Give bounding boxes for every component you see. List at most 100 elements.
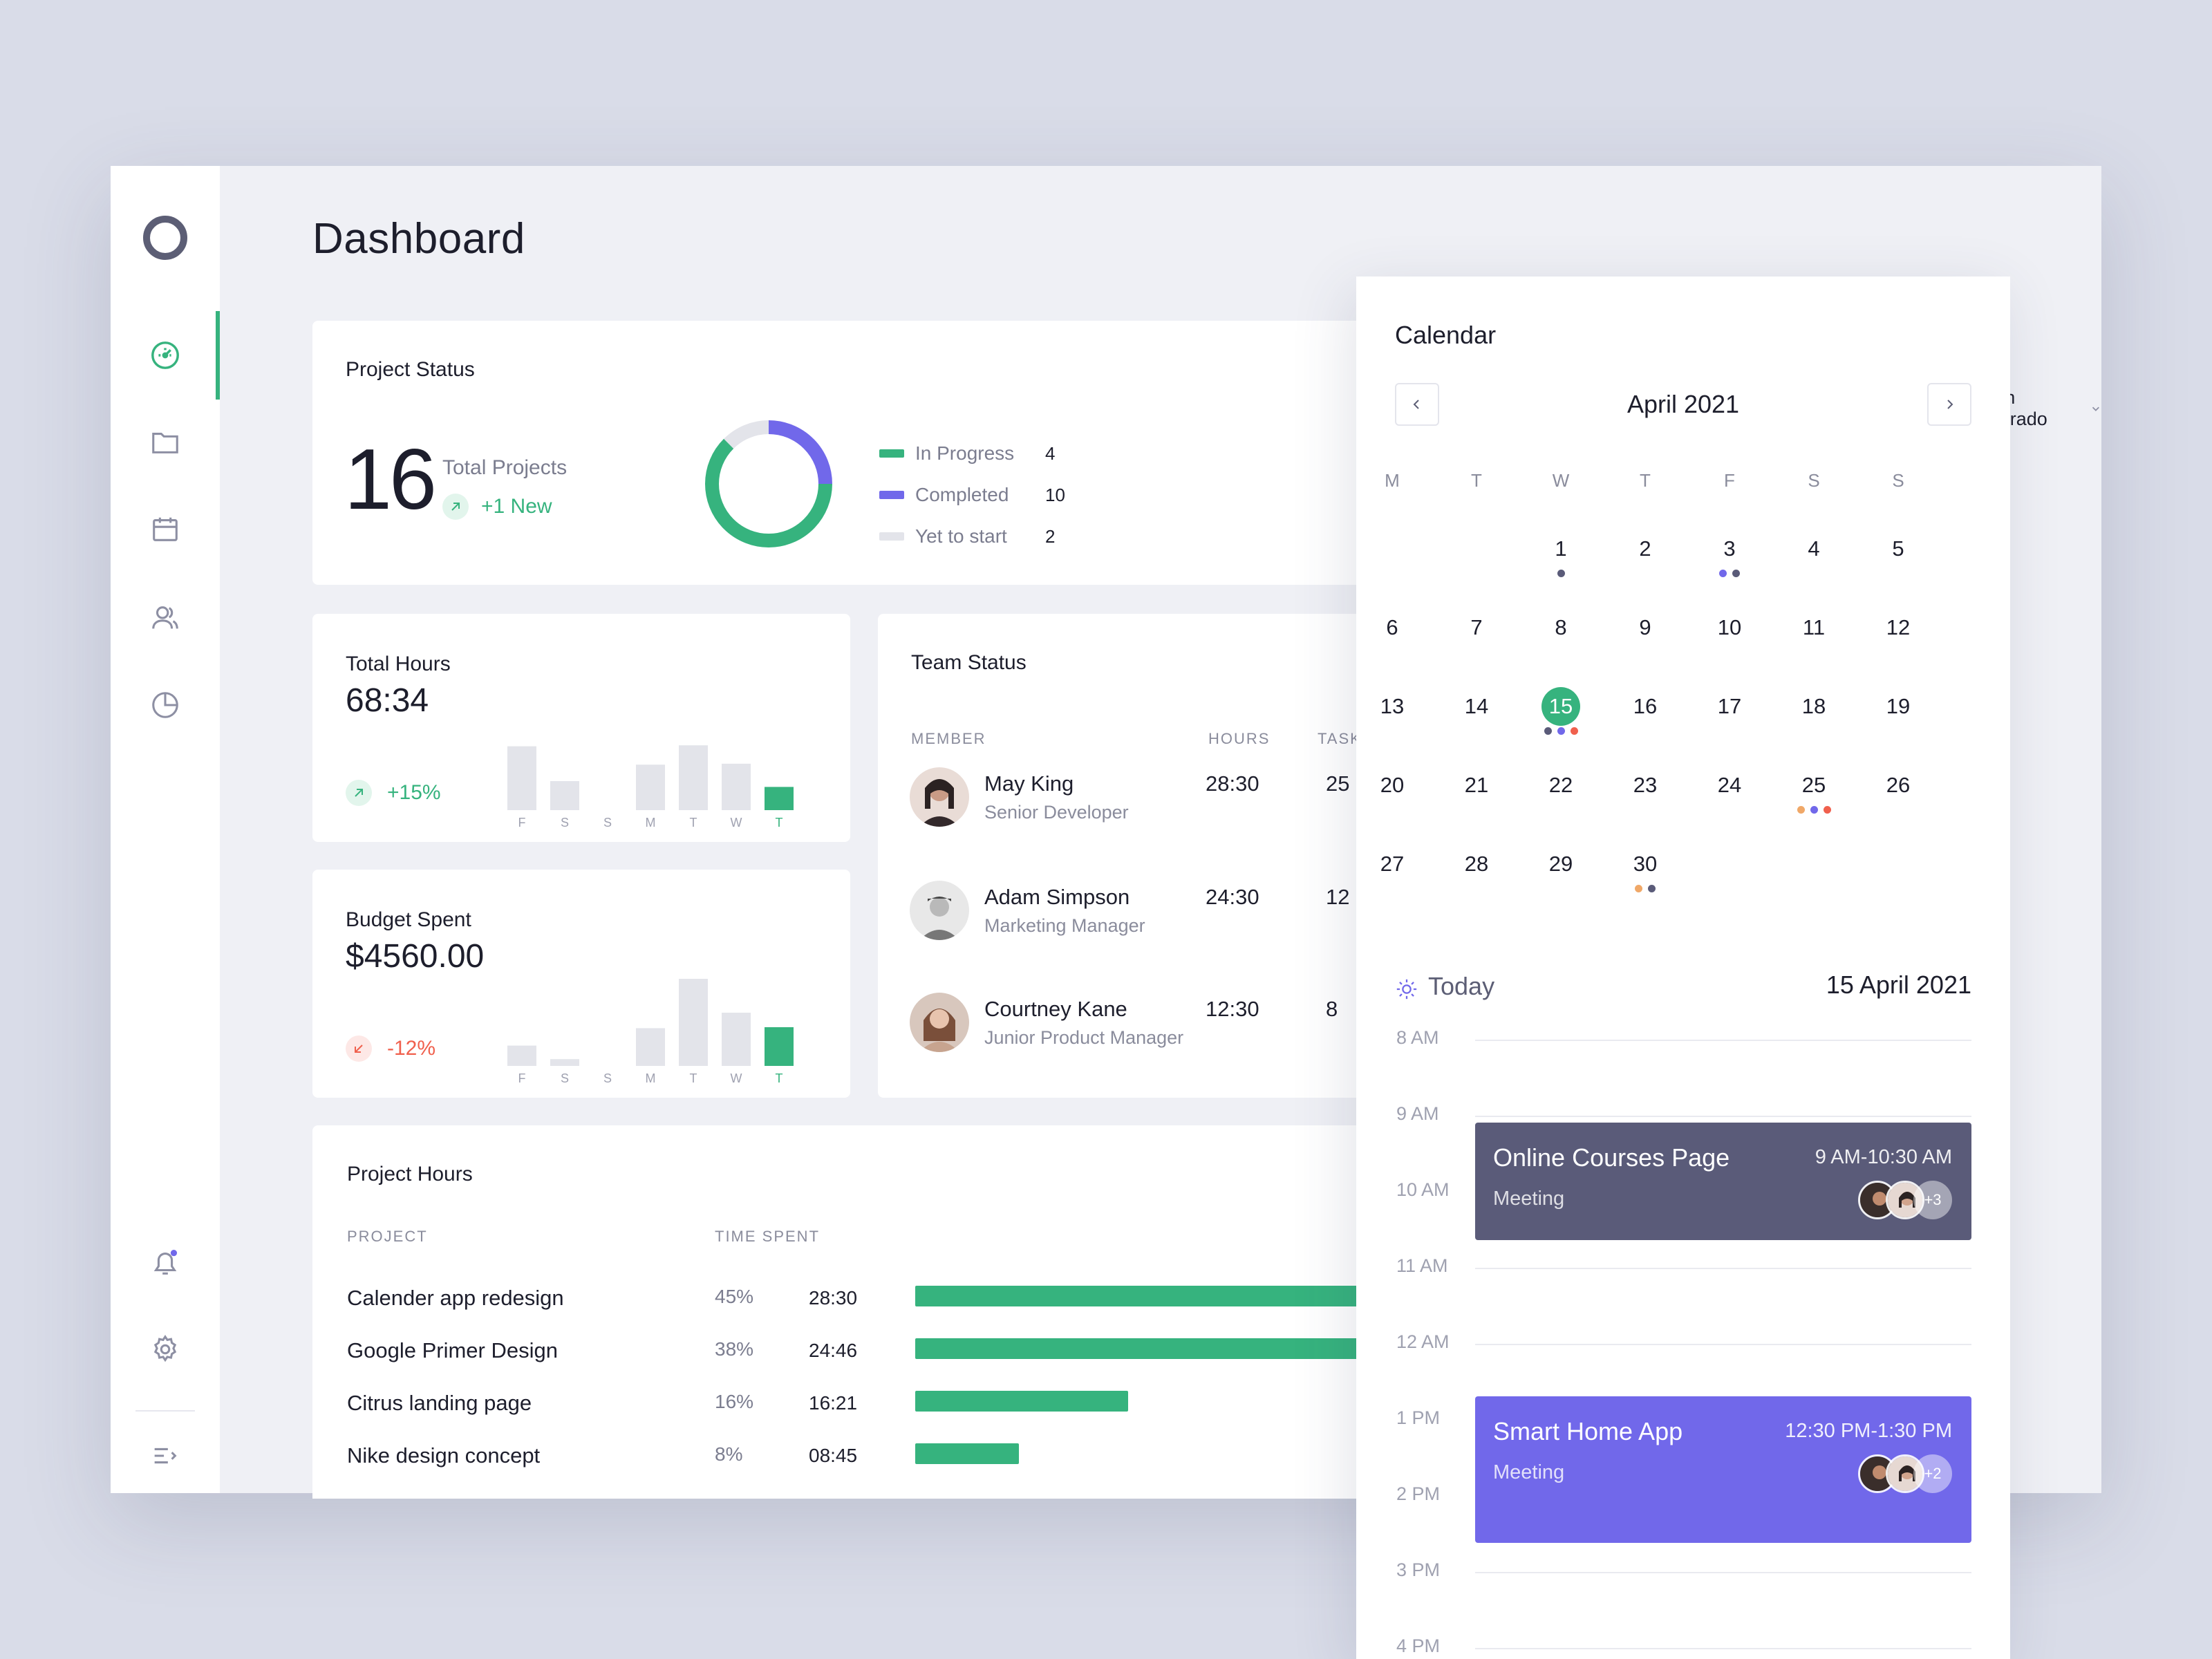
time-slot-label: 10 AM <box>1396 1179 1450 1200</box>
project-hours-bar <box>915 1443 1019 1464</box>
day-number: 10 <box>1717 615 1742 639</box>
today-date: 15 April 2021 <box>1826 971 1971 999</box>
event-dot <box>1810 806 1818 814</box>
event-dot <box>1648 885 1656 892</box>
project-hours-row[interactable]: Citrus landing page 16% 16:21 <box>347 1384 1488 1425</box>
bar <box>679 745 708 810</box>
project-hours-row[interactable]: Nike design concept 8% 08:45 <box>347 1436 1488 1478</box>
calendar-day[interactable]: 10 <box>1695 608 1764 664</box>
calendar-day[interactable]: 26 <box>1864 766 1933 821</box>
calendar-day[interactable]: 25 <box>1779 766 1848 821</box>
calendar-day[interactable]: 4 <box>1779 529 1848 585</box>
donut-segment-in-progress <box>705 420 832 547</box>
sun-icon <box>1396 979 1417 1000</box>
calendar-day[interactable]: 24 <box>1695 766 1764 821</box>
day-number: 26 <box>1886 773 1911 797</box>
calendar-title: Calendar <box>1395 321 1497 349</box>
chevron-down-icon <box>2092 406 2100 411</box>
bar-day-label: T <box>776 1071 783 1084</box>
calendar-day[interactable]: 29 <box>1526 845 1595 900</box>
time-slot-line <box>1475 1648 1971 1649</box>
project-hours-row[interactable]: Calender app redesign 45% 28:30 <box>347 1279 1524 1320</box>
event-dot <box>1719 570 1727 577</box>
sidebar-collapse-button[interactable] <box>111 1412 220 1500</box>
calendar-day[interactable]: 22 <box>1526 766 1595 821</box>
calendar-day[interactable]: 8 <box>1526 608 1595 664</box>
weekday-label: T <box>1640 470 1651 491</box>
calendar-day[interactable]: 20 <box>1358 766 1427 821</box>
day-number: 19 <box>1886 694 1911 718</box>
calendar-event-online-courses[interactable]: Online Courses Page 9 AM-10:30 AM Meetin… <box>1475 1123 1971 1240</box>
sidebar-item-notifications[interactable] <box>111 1218 220 1306</box>
bar <box>679 979 708 1066</box>
calendar-day[interactable]: 15 <box>1526 687 1595 742</box>
weekday-label: M <box>1385 470 1400 491</box>
calendar-day[interactable]: 14 <box>1442 687 1511 742</box>
day-number: 5 <box>1892 536 1904 561</box>
bar <box>550 1059 579 1066</box>
project-time: 28:30 <box>809 1287 858 1309</box>
next-month-button[interactable] <box>1927 383 1971 426</box>
calendar-day[interactable]: 7 <box>1442 608 1511 664</box>
sidebar-item-reports[interactable] <box>111 661 220 749</box>
bar-day-label: S <box>603 1071 612 1084</box>
member-hours: 28:30 <box>1206 771 1259 796</box>
avatar <box>1886 1181 1924 1219</box>
arrow-down-left-icon <box>346 1035 372 1062</box>
calendar-day[interactable]: 17 <box>1695 687 1764 742</box>
calendar-day[interactable]: 9 <box>1611 608 1680 664</box>
event-dots <box>1526 570 1595 577</box>
project-hours-row[interactable]: Google Primer Design 38% 24:46 <box>347 1331 1488 1373</box>
legend-item: In Progress 4 <box>879 433 1065 474</box>
calendar-event-smart-home[interactable]: Smart Home App 12:30 PM-1:30 PM Meeting … <box>1475 1396 1971 1543</box>
calendar-day[interactable]: 30 <box>1611 845 1680 900</box>
project-time: 24:46 <box>809 1340 858 1361</box>
bar <box>636 1028 665 1066</box>
app-logo[interactable] <box>143 216 187 260</box>
calendar-month-label: April 2021 <box>1627 390 1740 418</box>
previous-month-button[interactable] <box>1395 383 1439 426</box>
team-member-row[interactable]: Adam Simpson Marketing Manager 24:30 12 <box>910 881 1477 947</box>
calendar-day[interactable]: 5 <box>1864 529 1933 585</box>
calendar-day[interactable]: 13 <box>1358 687 1427 742</box>
legend-label: In Progress <box>915 442 1015 464</box>
day-number: 6 <box>1386 615 1398 639</box>
calendar-day[interactable]: 12 <box>1864 608 1933 664</box>
event-type: Meeting <box>1493 1461 1565 1483</box>
calendar-day[interactable]: 19 <box>1864 687 1933 742</box>
bar <box>765 787 794 810</box>
calendar-day[interactable]: 3 <box>1695 529 1764 585</box>
calendar-day[interactable]: 16 <box>1611 687 1680 742</box>
sidebar-item-team[interactable] <box>111 574 220 662</box>
day-number: 27 <box>1380 852 1405 876</box>
sidebar-item-settings[interactable] <box>111 1305 220 1394</box>
arrow-up-right-icon <box>346 780 372 806</box>
weekday-label: W <box>1552 470 1570 491</box>
legend-label: Yet to start <box>915 525 1007 547</box>
calendar-day[interactable]: 11 <box>1779 608 1848 664</box>
project-percent: 8% <box>715 1443 743 1465</box>
bar-day-label: S <box>561 1071 569 1084</box>
calendar-day[interactable]: 1 <box>1526 529 1595 585</box>
bar-day-label: T <box>690 816 697 828</box>
more-attendees-badge: +2 <box>1913 1454 1952 1493</box>
calendar-day[interactable]: 6 <box>1358 608 1427 664</box>
total-hours-card: Total Hours 68:34 +15% F S S M T W T <box>312 614 850 842</box>
calendar-day[interactable]: 2 <box>1611 529 1680 585</box>
sidebar-item-calendar[interactable] <box>111 485 220 574</box>
team-member-row[interactable]: Courtney Kane Junior Product Manager 12:… <box>910 993 1477 1059</box>
sidebar-item-projects[interactable] <box>111 398 220 487</box>
budget-spent-trend: -12% <box>346 1035 435 1062</box>
calendar-day[interactable]: 28 <box>1442 845 1511 900</box>
sidebar-item-dashboard[interactable] <box>111 311 220 400</box>
calendar-day[interactable]: 18 <box>1779 687 1848 742</box>
bar-day-label: W <box>731 816 742 828</box>
event-title: Smart Home App <box>1493 1417 1683 1445</box>
project-time: 08:45 <box>809 1445 858 1466</box>
calendar-day[interactable]: 23 <box>1611 766 1680 821</box>
calendar-day[interactable]: 27 <box>1358 845 1427 900</box>
arrow-up-right-icon <box>442 494 469 520</box>
team-member-row[interactable]: May King Senior Developer 28:30 25 <box>910 767 1477 834</box>
time-slot-line <box>1475 1572 1971 1573</box>
calendar-day[interactable]: 21 <box>1442 766 1511 821</box>
